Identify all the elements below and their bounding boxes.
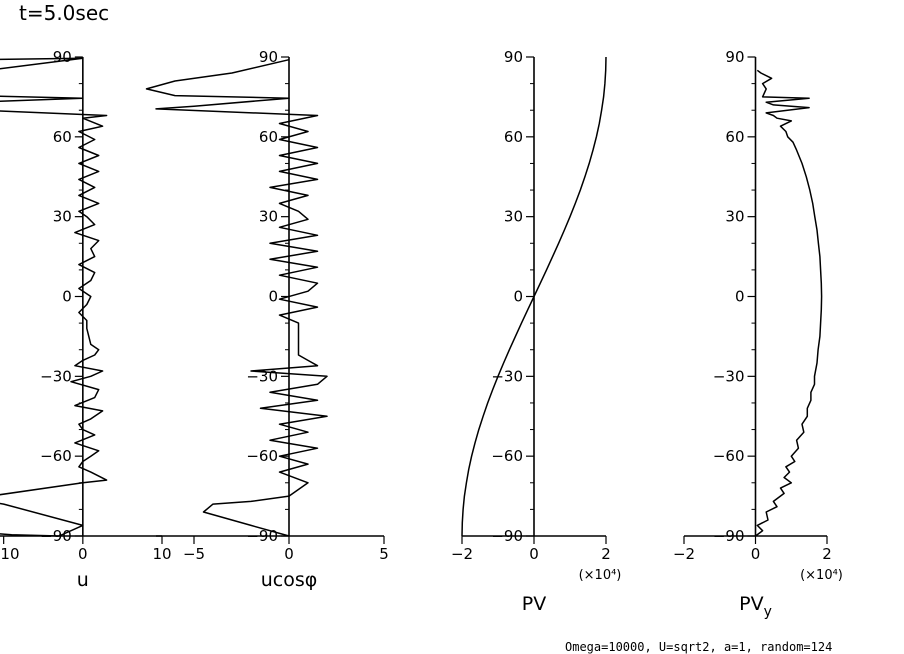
x-axis-label: ucosφ [261,569,318,591]
x-scale-note: (×10⁴) [579,568,622,583]
y-tick-label: 60 [259,128,278,146]
x-tick-label: 0 [284,545,294,563]
y-tick-label: −90 [713,527,745,545]
x-tick-label: 0 [751,545,761,563]
y-tick-label: 60 [725,128,744,146]
x-tick-label: 10 [152,545,171,563]
y-tick-label: 30 [504,208,523,226]
x-tick-label: −5 [183,545,205,563]
x-tick-label: −2 [673,545,695,563]
data-profile-line [0,57,108,537]
x-tick-label: 2 [822,545,832,563]
y-tick-label: −60 [40,447,72,465]
x-tick-label: −10 [0,545,19,563]
x-tick-label: 5 [379,545,389,563]
y-tick-label: −60 [246,447,278,465]
y-tick-label: −60 [491,447,523,465]
y-tick-label: −60 [713,447,745,465]
y-tick-label: 30 [725,208,744,226]
y-tick-label: 90 [725,48,744,66]
x-axis-label: PVy [739,593,772,620]
x-scale-note: (×10⁴) [800,568,843,583]
y-tick-label: −90 [491,527,523,545]
y-tick-label: −90 [246,527,278,545]
y-tick-label: 30 [53,208,72,226]
chart-panel-4: −90 −60 −30 0 30 60 90 −2 0 2 (×10⁴) PVy [673,48,843,620]
y-tick-label: 30 [259,208,278,226]
x-tick-label: 0 [78,545,88,563]
y-tick-label: 0 [735,288,745,306]
y-tick-label: 90 [53,48,72,66]
y-tick-label: 0 [268,288,278,306]
y-tick-label: 60 [53,128,72,146]
y-tick-label: 90 [504,48,523,66]
data-profile-line [755,69,823,537]
x-axis-label: u [77,569,89,591]
x-axis-label: PV [522,593,546,615]
x-tick-label: 2 [601,545,611,563]
data-profile-line [145,58,328,537]
figure-title: t=5.0sec [19,1,109,25]
run-parameters-note: Omega=10000, U=sqrt2, a=1, random=124 [565,640,832,654]
x-tick-label: −2 [451,545,473,563]
y-tick-label: 0 [513,288,523,306]
y-tick-label: −30 [713,367,745,385]
chart-panels: −90−60−300306090−10010u−90−60−300306090−… [0,48,843,620]
y-tick-label: 90 [259,48,278,66]
x-tick-label: 0 [529,545,539,563]
data-profile-line [461,56,607,537]
y-tick-label: 0 [62,288,72,306]
y-tick-label: −30 [40,367,72,385]
y-tick-label: 60 [504,128,523,146]
